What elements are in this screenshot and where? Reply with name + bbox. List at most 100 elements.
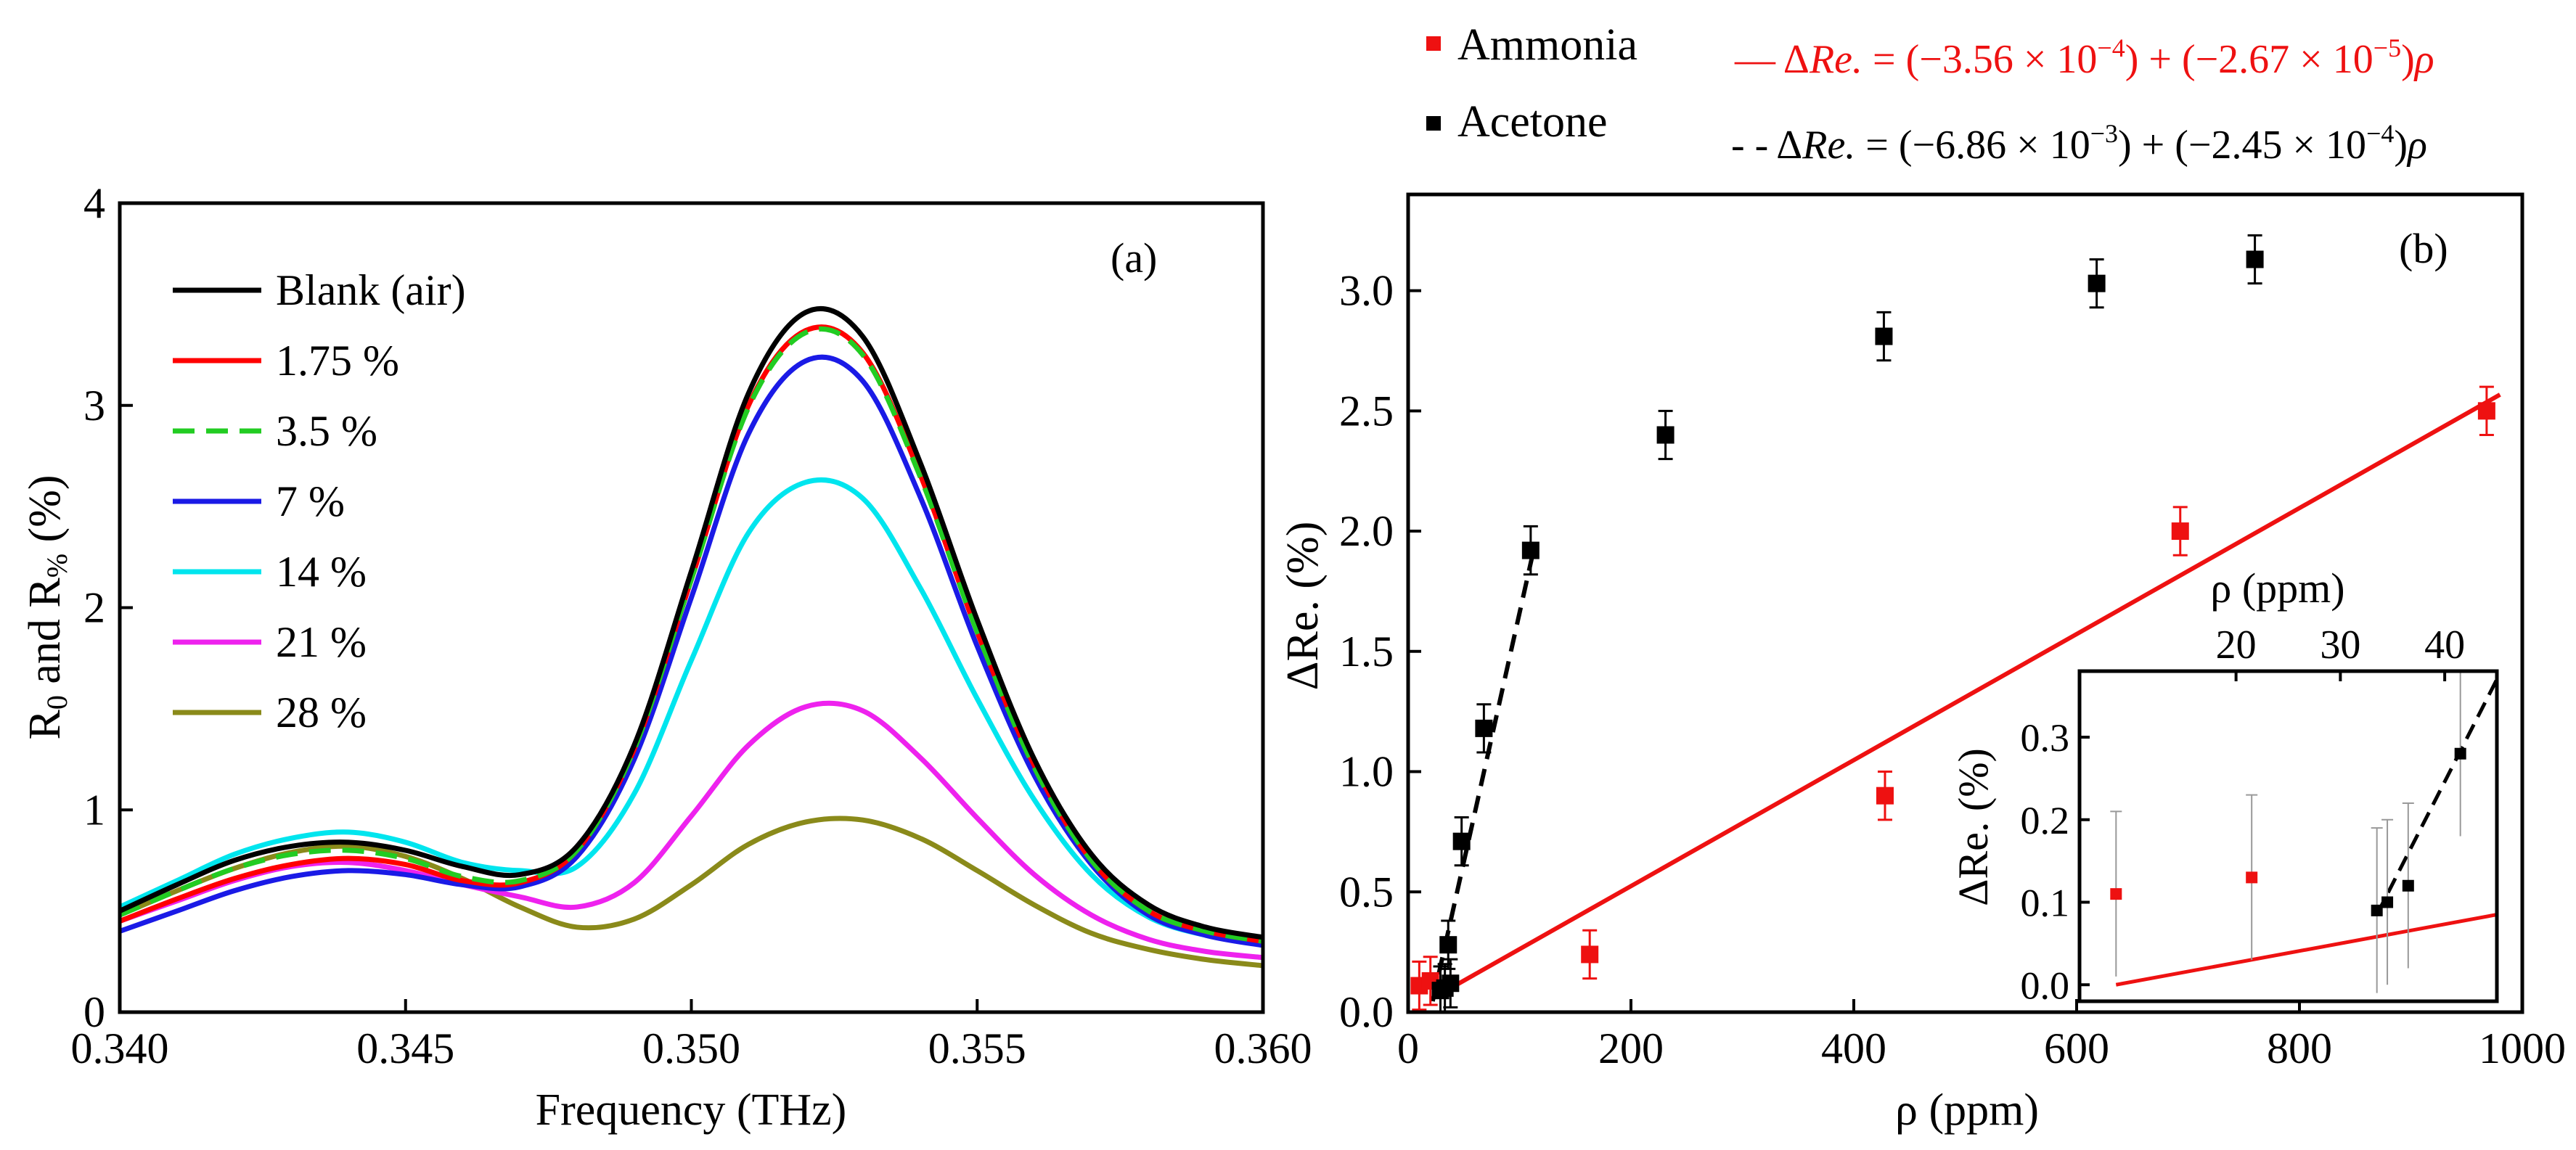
- eq2-exp2: −4: [2366, 119, 2394, 148]
- legend-label-ammonia: Ammonia: [1457, 20, 1637, 70]
- inset-background: [2080, 671, 2497, 1001]
- point-acetone: [2088, 274, 2106, 292]
- panel-a-legend: Blank (air) 1.75 % 3.5 % 7 % 14 % 21 % 28 %: [173, 266, 466, 736]
- inset-point-acetone: [2371, 904, 2383, 916]
- inset-xtick-label: 20: [2216, 623, 2257, 668]
- eq1-delta: Δ: [1783, 37, 1810, 82]
- b-ytick-label: 1.0: [1339, 748, 1394, 796]
- b-ytick-label: 0.0: [1339, 988, 1394, 1036]
- ylabel-sub-0: 0: [41, 695, 73, 710]
- legend-marker-acetone: [1426, 116, 1441, 131]
- eq1-line: —: [1734, 37, 1783, 82]
- legend-marker-ammonia: [1426, 36, 1441, 51]
- panel-a-curves: [118, 305, 1264, 969]
- point-ammonia: [2477, 402, 2495, 420]
- panel-a-ylabel: R0 and R% (%): [20, 475, 73, 739]
- inset-point-acetone: [2402, 879, 2414, 892]
- a-xtick-label: 0.355: [928, 1024, 1026, 1072]
- point-acetone: [2246, 250, 2264, 268]
- eq2-mid: = (−6.86 × 10: [1855, 123, 2090, 168]
- curve-blank-air: [118, 305, 1264, 940]
- eq2-var: Re.: [1802, 123, 1855, 168]
- point-ammonia: [2171, 522, 2189, 541]
- eq1-mid: = (−3.56 × 10: [1863, 37, 2097, 82]
- inset-ylabel: ΔRe. (%): [1950, 748, 1997, 906]
- inset-point-acetone: [2454, 747, 2466, 760]
- fit-equation-ammonia: — ΔRe. = (−3.56 × 10−4) + (−2.67 × 10−5)…: [1734, 33, 2434, 82]
- point-acetone: [1875, 327, 1893, 345]
- panel-a-frame: [118, 201, 1265, 1014]
- eq2-exp1: −3: [2090, 119, 2118, 148]
- panel-a-ticks: 0.340 0.345 0.350 0.355 0.360 0 1 2 3 4: [71, 179, 1312, 1072]
- panel-a-xlabel: Frequency (THz): [536, 1085, 847, 1135]
- inset-xlabel: ρ (ppm): [2210, 564, 2344, 612]
- inset-xtick-label: 40: [2424, 623, 2465, 668]
- inset: 20 30 40 0.0 0.1 0.2 0.3 ρ (ppm) ΔRe. (%): [1950, 564, 2499, 1007]
- curve-14: [118, 477, 1264, 946]
- inset-points: [2110, 670, 2466, 993]
- inset-fit-line-ammonia: [2115, 913, 2498, 987]
- a-ytick-label: 2: [83, 584, 105, 632]
- inset-point-ammonia: [2110, 888, 2122, 900]
- inset-xtick-label: 30: [2320, 623, 2360, 668]
- legend-label-3-5: 3.5 %: [276, 407, 377, 455]
- a-xtick-label: 0.340: [71, 1024, 169, 1072]
- a-xtick-label: 0.360: [1214, 1024, 1312, 1072]
- a-ytick-label: 0: [83, 988, 105, 1036]
- inset-fit-line-acetone: [2375, 678, 2499, 916]
- fit-equation-acetone: - - ΔRe. = (−6.86 × 10−3) + (−2.45 × 10−…: [1731, 119, 2427, 168]
- b-xtick-label: 800: [2267, 1024, 2332, 1072]
- panel-b-xlabel: ρ (ppm): [1895, 1085, 2039, 1135]
- panel-a-label: (a): [1111, 234, 1157, 282]
- eq1-var: Re.: [1809, 37, 1863, 82]
- eq2-line: - -: [1731, 123, 1776, 168]
- eq1-rho: ρ: [2413, 37, 2434, 82]
- b-ytick-label: 0.5: [1339, 868, 1394, 916]
- ylabel-and-r: and R: [20, 578, 70, 696]
- b-xtick-label: 200: [1598, 1024, 1664, 1072]
- b-xtick-label: 1000: [2479, 1024, 2566, 1072]
- eq2-rho: ρ: [2406, 123, 2427, 168]
- eq2-end: ): [2394, 123, 2408, 168]
- eq2-delta: Δ: [1776, 123, 1802, 168]
- legend-label-14: 14 %: [276, 548, 367, 596]
- b-xtick-label: 0: [1397, 1024, 1419, 1072]
- legend-label-acetone: Acetone: [1457, 97, 1608, 147]
- inset-point-ammonia: [2246, 871, 2258, 884]
- a-xtick-label: 0.345: [356, 1024, 454, 1072]
- b-ytick-label: 1.5: [1339, 628, 1394, 675]
- legend-label-21: 21 %: [276, 618, 367, 666]
- eq1-end: ): [2401, 37, 2415, 82]
- point-ammonia: [1876, 786, 1894, 805]
- curve-28: [118, 816, 1264, 969]
- panel-b-legend: Ammonia Acetone — ΔRe. = (−3.56 × 10−4) …: [1426, 20, 2434, 168]
- fit-line-acetone: [1430, 552, 1535, 1002]
- fit-line-ammonia: [1429, 393, 2501, 1002]
- eq1-exp2: −5: [2373, 33, 2401, 62]
- inset-fits: [2115, 678, 2499, 987]
- panel-b-fits: [1429, 393, 2501, 1002]
- a-ytick-label: 1: [83, 786, 105, 834]
- b-ytick-label: 2.5: [1339, 387, 1394, 435]
- ylabel-sub-percent: %: [41, 554, 73, 578]
- panel-b-label: (b): [2399, 225, 2448, 272]
- panel-b-ylabel: ΔRe. (%): [1278, 522, 1328, 691]
- inset-ytick-label: 0.3: [2021, 716, 2070, 760]
- panel-a: 0.340 0.345 0.350 0.355 0.360 0 1 2 3 4 (a) Frequ…: [20, 179, 1312, 1135]
- legend-label-28: 28 %: [276, 689, 367, 736]
- ylabel-unit: (%): [20, 475, 70, 553]
- a-ytick-label: 4: [83, 179, 105, 227]
- point-acetone: [1475, 719, 1493, 737]
- point-acetone: [1656, 426, 1675, 444]
- inset-ytick-label: 0.0: [2021, 964, 2070, 1007]
- b-xtick-label: 600: [2044, 1024, 2109, 1072]
- inset-point-acetone: [2381, 896, 2394, 908]
- eq1-mid2: ) + (−2.67 × 10: [2125, 37, 2373, 82]
- eq2-mid2: ) + (−2.45 × 10: [2118, 123, 2366, 168]
- point-acetone: [1442, 974, 1460, 993]
- point-ammonia: [1581, 945, 1599, 964]
- point-acetone: [1521, 541, 1540, 559]
- a-xtick-label: 0.350: [642, 1024, 740, 1072]
- a-ytick-label: 3: [83, 382, 105, 430]
